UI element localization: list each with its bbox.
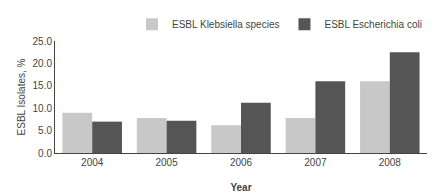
svg-text:10.0: 10.0 (33, 103, 53, 114)
svg-text:20.0: 20.0 (33, 58, 53, 69)
svg-text:25.0: 25.0 (33, 36, 53, 47)
svg-text:ESBL Klebsiella species: ESBL Klebsiella species (172, 19, 279, 30)
svg-text:2006: 2006 (230, 157, 253, 168)
svg-text:0.0: 0.0 (38, 148, 52, 159)
svg-text:ESBL Isolates, %: ESBL Isolates, % (16, 58, 27, 135)
svg-text:2008: 2008 (379, 157, 402, 168)
svg-text:Year: Year (230, 182, 251, 193)
svg-text:15.0: 15.0 (33, 80, 53, 91)
svg-text:2005: 2005 (155, 157, 178, 168)
svg-text:5.0: 5.0 (38, 125, 52, 136)
svg-text:2007: 2007 (304, 157, 327, 168)
svg-text:ESBL Escherichia coli: ESBL Escherichia coli (324, 19, 421, 30)
svg-text:2004: 2004 (81, 157, 104, 168)
